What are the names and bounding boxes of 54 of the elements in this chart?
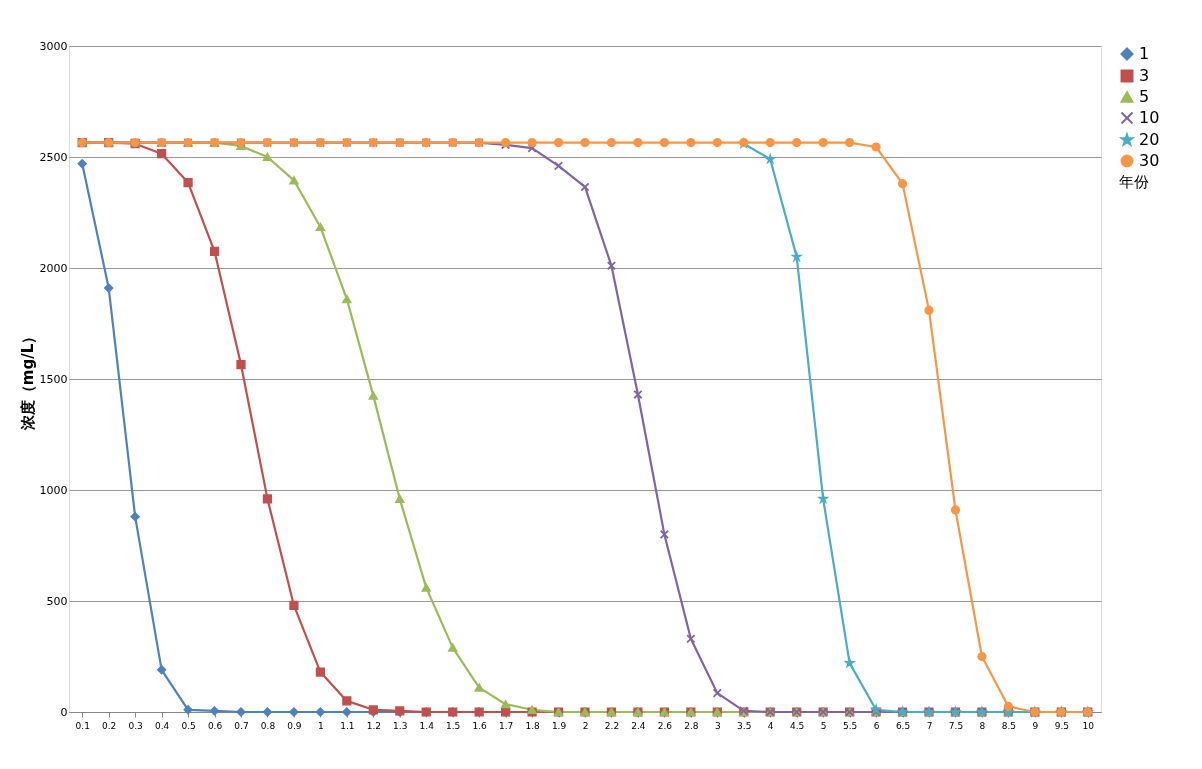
x-tick-label: 1.5 bbox=[446, 720, 461, 731]
legend-title: 年份 bbox=[1119, 173, 1149, 191]
x-tick-label: 1.1 bbox=[340, 720, 355, 731]
x-tick-label: 10 bbox=[1082, 720, 1095, 731]
y-tick-label: 500 bbox=[46, 594, 68, 608]
y-axis-title: 浓度（mg/L） bbox=[18, 328, 37, 432]
x-tick-label: 6.5 bbox=[895, 720, 911, 731]
x-tick-label: 0.3 bbox=[128, 720, 143, 731]
x-tick-label: 1.7 bbox=[498, 720, 514, 731]
legend-label: 5 bbox=[1139, 87, 1150, 106]
x-tick-label: 9.5 bbox=[1054, 720, 1069, 731]
x-tick-label: 1 bbox=[318, 720, 324, 731]
y-tick-label: 0 bbox=[60, 705, 68, 719]
y-tick-label: 1500 bbox=[39, 372, 68, 386]
x-tick-label: 1.8 bbox=[525, 720, 540, 731]
x-tick-label: 1.9 bbox=[551, 720, 567, 731]
x-tick-label: 0.7 bbox=[234, 720, 249, 731]
x-tick-label: 9 bbox=[1032, 720, 1039, 731]
x-tick-label: 3.5 bbox=[737, 720, 752, 731]
x-tick-label: 8 bbox=[979, 720, 986, 731]
x-tick-label: 4.5 bbox=[790, 720, 805, 731]
legend-label: 1 bbox=[1139, 44, 1150, 63]
x-tick-label: 8.5 bbox=[1001, 720, 1017, 731]
x-tick-label: 2.2 bbox=[604, 720, 620, 731]
legend-label: 3 bbox=[1139, 66, 1150, 85]
legend-label: 20 bbox=[1139, 130, 1160, 149]
x-tick-label: 0.8 bbox=[260, 720, 276, 731]
x-tick-label: 7.5 bbox=[948, 720, 964, 731]
x-tick-label: 0.4 bbox=[154, 720, 170, 731]
x-tick-label: 2.6 bbox=[657, 720, 673, 731]
x-tick-label: 6 bbox=[873, 720, 880, 731]
y-tick-label: 2500 bbox=[39, 150, 68, 164]
x-tick-label: 0.5 bbox=[181, 720, 196, 731]
legend-label: 30 bbox=[1139, 151, 1160, 170]
y-tick-label: 1000 bbox=[39, 483, 68, 497]
legend-label: 10 bbox=[1139, 108, 1160, 127]
x-tick-label: 2 bbox=[582, 720, 589, 731]
x-tick-label: 5 bbox=[820, 720, 827, 731]
x-tick-label: 1.3 bbox=[393, 720, 408, 731]
x-tick-label: 2.8 bbox=[684, 720, 699, 731]
x-tick-label: 1.6 bbox=[472, 720, 488, 731]
x-tick-label: 3 bbox=[714, 720, 721, 731]
x-tick-label: 1.2 bbox=[366, 720, 381, 731]
x-tick-label: 5.5 bbox=[842, 720, 858, 731]
y-tick-label: 2000 bbox=[39, 261, 68, 275]
x-tick-label: 0.2 bbox=[102, 720, 117, 731]
x-tick-label: 1.4 bbox=[419, 720, 435, 731]
y-tick-label: 3000 bbox=[39, 39, 68, 53]
x-tick-label: 2.4 bbox=[631, 720, 646, 731]
x-tick-label: 7 bbox=[926, 720, 933, 731]
x-tick-label: 0.1 bbox=[75, 720, 90, 731]
x-tick-label: 0.9 bbox=[287, 720, 302, 731]
x-tick-label: 0.6 bbox=[207, 720, 223, 731]
x-tick-label: 4 bbox=[767, 720, 774, 731]
